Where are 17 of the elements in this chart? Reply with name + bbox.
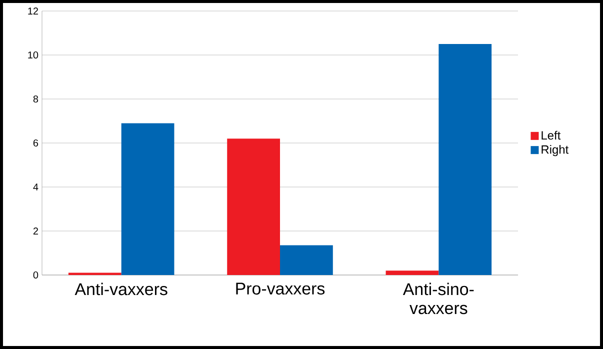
- x-tick-label: Pro-vaxxers: [236, 282, 325, 295]
- x-tick-label: Anti-sino-vaxxers: [402, 282, 474, 314]
- legend-label: Left: [542, 130, 561, 140]
- legend-label: Right: [542, 144, 569, 156]
- y-tick-label: 6: [33, 139, 38, 147]
- y-tick-label: 10: [28, 51, 38, 59]
- y-tick-label: 12: [28, 8, 38, 14]
- y-tick-label: 4: [33, 184, 38, 190]
- bar: [280, 245, 333, 275]
- bar: [438, 44, 492, 275]
- bar: [386, 270, 439, 275]
- x-tick-label: Anti-vaxxers: [74, 282, 168, 296]
- bar: [121, 123, 174, 275]
- bar: [227, 138, 280, 275]
- y-tick-label: 2: [33, 228, 38, 234]
- y-tick-label: 0: [33, 271, 38, 279]
- y-tick-label: 8: [33, 95, 38, 103]
